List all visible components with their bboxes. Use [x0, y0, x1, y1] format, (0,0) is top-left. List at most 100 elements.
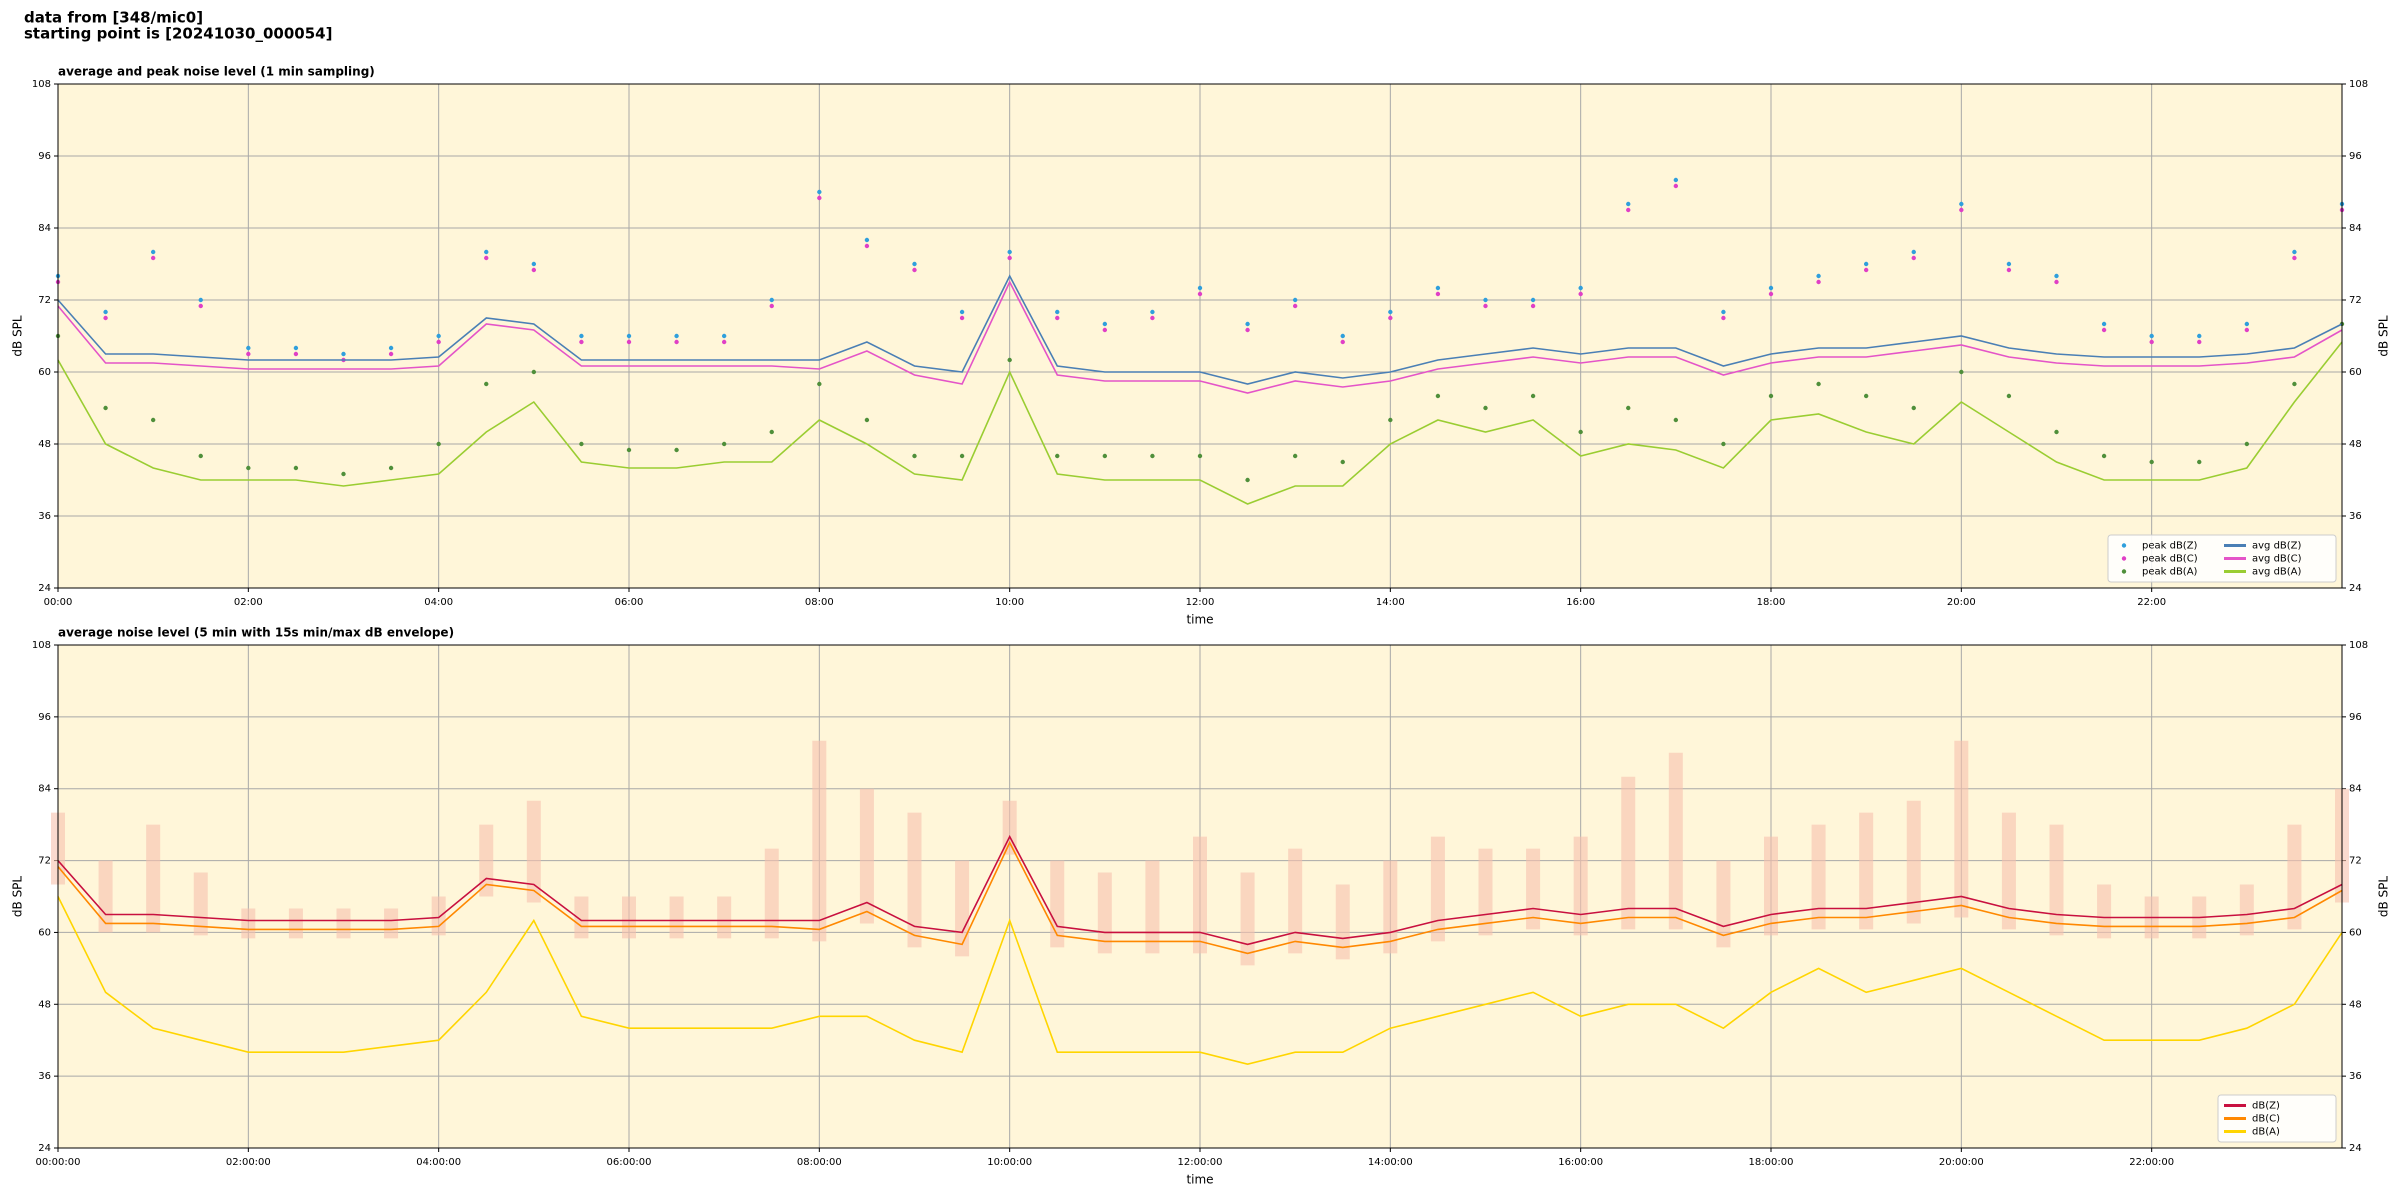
peak-point: [341, 351, 346, 357]
peak-point: [531, 369, 537, 375]
y2-tick-label: 72: [2349, 295, 2362, 306]
y2-tick-label: 84: [2349, 784, 2362, 795]
y2-tick-label: 108: [2349, 79, 2368, 90]
peak-point: [1292, 453, 1298, 459]
peak-point: [1007, 357, 1012, 363]
peak-point: [1721, 315, 1726, 321]
peak-point: [1340, 333, 1345, 339]
peak-point: [1197, 285, 1203, 291]
peak-point: [1768, 393, 1774, 399]
peak-point: [484, 249, 489, 255]
peak-point: [531, 261, 537, 267]
legend-swatch: [2121, 556, 2127, 561]
peak-point: [626, 333, 632, 339]
x-tick-label: 08:00: [805, 597, 834, 608]
peak-point: [1102, 321, 1108, 327]
x-tick-label: 02:00:00: [226, 1157, 271, 1168]
y2-tick-label: 48: [2349, 999, 2362, 1010]
peak-point: [1055, 315, 1060, 321]
peak-point: [2054, 429, 2059, 435]
x-tick-label: 22:00: [2137, 597, 2166, 608]
peak-point: [674, 339, 679, 345]
peak-point: [817, 381, 822, 387]
y-tick-label: 36: [38, 1071, 51, 1082]
peak-point: [864, 417, 870, 423]
legend-box: [2107, 534, 2337, 583]
peak-point: [1292, 297, 1298, 303]
peak-point: [1816, 273, 1821, 279]
x-axis-label: time: [1186, 1173, 1213, 1187]
x-tick-label: 00:00:00: [36, 1157, 81, 1168]
peak-point: [1483, 405, 1488, 411]
peak-point: [1578, 429, 1583, 435]
peak-point: [1721, 309, 1726, 315]
peak-point: [1435, 285, 1441, 291]
series-line: [57, 341, 2343, 505]
peak-point: [103, 315, 108, 321]
y-tick-label: 72: [38, 856, 51, 867]
peak-point: [246, 345, 251, 351]
peak-point: [1150, 315, 1155, 321]
peak-point: [721, 333, 727, 339]
y-tick-label: 48: [38, 439, 51, 450]
y-tick-label: 84: [38, 784, 51, 795]
legend-label: peak dB(A): [2142, 567, 2198, 578]
peak-point: [1673, 417, 1679, 423]
peak-point: [246, 465, 251, 471]
chart-title: average noise level (5 min with 15s min/…: [58, 626, 454, 640]
legend-swatch: [2121, 543, 2127, 548]
peak-point: [2292, 249, 2297, 255]
peak-point: [1007, 249, 1012, 255]
peak-point: [769, 297, 774, 303]
y2-tick-label: 60: [2349, 367, 2362, 378]
peak-point: [579, 441, 584, 447]
legend-label: avg dB(A): [2252, 567, 2302, 578]
y-tick-label: 48: [38, 999, 51, 1010]
peak-point: [388, 351, 394, 357]
peak-point: [1388, 315, 1393, 321]
peak-point: [2197, 333, 2202, 339]
legend-box: [2217, 1094, 2337, 1143]
series-line: [57, 840, 2343, 955]
peak-point: [2006, 393, 2012, 399]
peak-point: [864, 243, 870, 249]
peak-point: [912, 261, 917, 267]
peak-point: [1340, 339, 1345, 345]
peak-point: [293, 345, 299, 351]
x-tick-label: 10:00:00: [987, 1157, 1032, 1168]
peak-point: [1911, 249, 1916, 255]
y2-tick-label: 36: [2349, 511, 2362, 522]
peak-point: [1816, 381, 1821, 387]
peak-point: [388, 345, 394, 351]
peak-point: [1340, 459, 1345, 465]
peak-point: [436, 339, 441, 345]
legend-label: dB(Z): [2252, 1101, 2280, 1112]
y-axis-label: dB SPL: [11, 876, 25, 918]
y2-axis-label: dB SPL: [2377, 315, 2391, 357]
peak-point: [531, 267, 537, 273]
y2-tick-label: 24: [2349, 583, 2362, 594]
peak-point: [1911, 255, 1916, 261]
peak-point: [198, 303, 203, 309]
peak-point: [1245, 327, 1250, 333]
peak-point: [150, 417, 156, 423]
y-tick-label: 84: [38, 223, 51, 234]
series-line: [57, 896, 2343, 1066]
peak-point: [1578, 291, 1583, 297]
peak-point: [626, 447, 632, 453]
peak-point: [1055, 453, 1060, 459]
peak-point: [1626, 207, 1631, 213]
peak-point: [959, 453, 965, 459]
peak-point: [1197, 453, 1203, 459]
chart-title: average and peak noise level (1 min samp…: [58, 65, 375, 79]
peak-point: [198, 297, 203, 303]
peak-point: [2244, 441, 2250, 447]
y-tick-label: 60: [38, 927, 51, 938]
x-tick-label: 22:00:00: [2129, 1157, 2174, 1168]
y-tick-label: 108: [32, 79, 51, 90]
peak-point: [2197, 339, 2202, 345]
legend: peak dB(Z) peak dB(C) peak dB(A) avg dB(Z) a…: [2107, 534, 2337, 583]
y-tick-label: 24: [38, 1143, 51, 1154]
